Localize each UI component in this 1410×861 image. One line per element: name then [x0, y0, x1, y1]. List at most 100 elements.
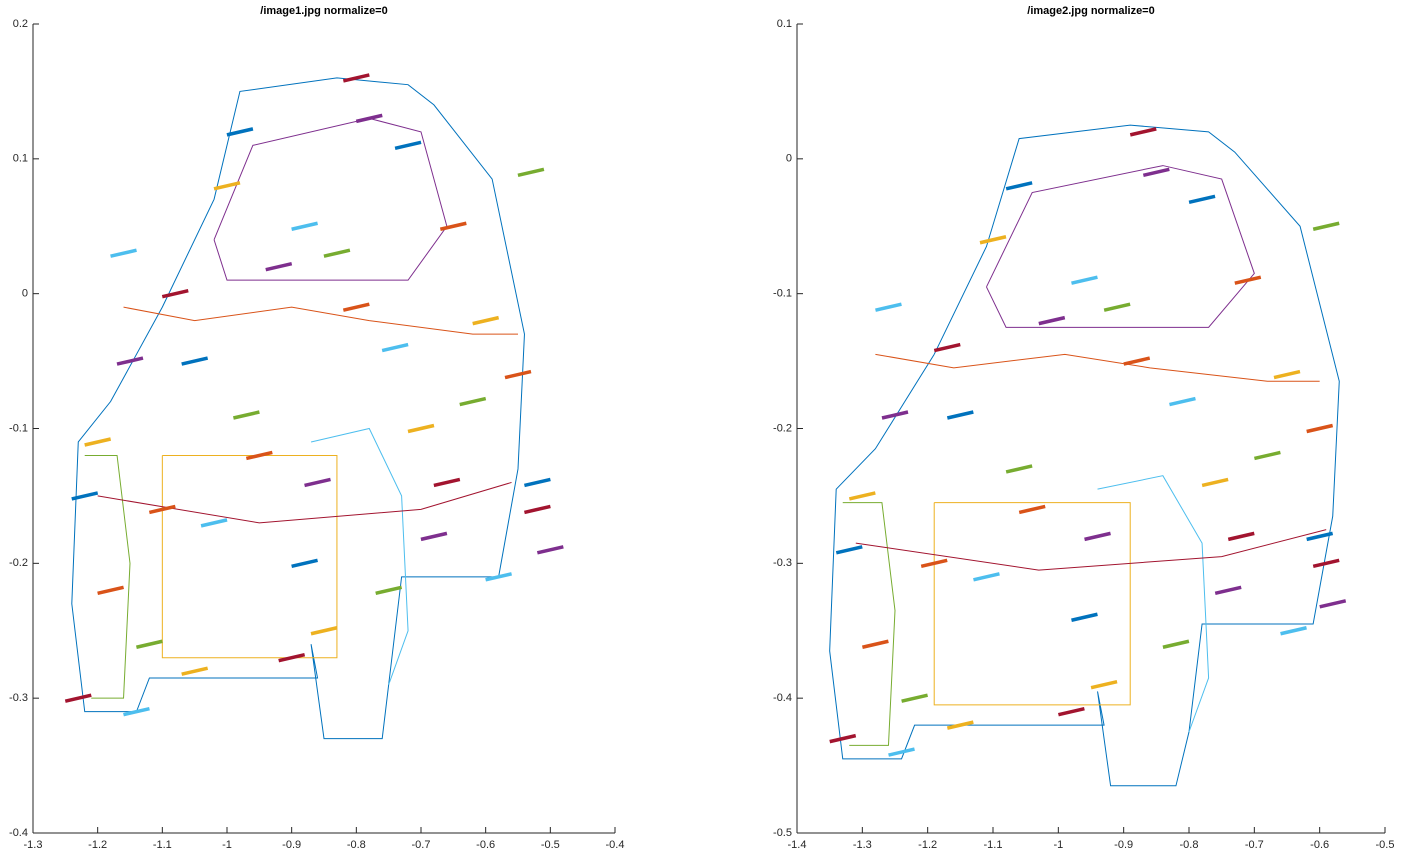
feature-dash [266, 264, 292, 270]
feature-dash [434, 479, 460, 485]
y-tick-label: -0.4 [773, 692, 792, 704]
page: {"chart_data": [ {"type": "line", "title… [0, 0, 1410, 861]
axes: /image1.jpg normalize=0 -1.3 -1.2 -1.1 -1 -0.… [9, 5, 624, 851]
y-tick-label: -0.5 [773, 827, 792, 839]
feature-dash [1215, 587, 1241, 593]
x-tick-label: -0.6 [476, 839, 495, 851]
wireframe-line [85, 455, 130, 698]
feature-dash [136, 641, 162, 647]
feature-dash [98, 587, 124, 593]
feature-dash [1006, 183, 1032, 189]
feature-dash [1104, 304, 1130, 310]
wireframe-line [843, 503, 895, 746]
x-tick-label: -1.2 [88, 839, 107, 851]
feature-dash [902, 695, 928, 701]
feature-dash [973, 574, 999, 580]
y-tick-label: -0.3 [9, 692, 28, 704]
feature-dash [1189, 196, 1215, 202]
x-tick-label: -0.9 [1114, 839, 1133, 851]
wireframe-line [1098, 476, 1209, 732]
feature-dash [1124, 358, 1150, 364]
feature-dash [1019, 506, 1045, 512]
feature-dash [182, 358, 208, 364]
y-tick-label: -0.1 [773, 288, 792, 300]
feature-dash [182, 668, 208, 674]
feature-dash [1313, 223, 1339, 229]
wireframe-line [98, 482, 512, 522]
x-tick-label: -1 [1053, 839, 1063, 851]
feature-dash [1235, 277, 1261, 283]
x-tick-label: -1.1 [153, 839, 172, 851]
x-tick-label: -1.2 [918, 839, 937, 851]
y-tick-label: -0.1 [9, 422, 28, 434]
y-tick-label: -0.4 [9, 827, 28, 839]
wireframe-line [934, 503, 1130, 705]
y-tick-label: -0.3 [773, 557, 792, 569]
chart-title: /image1.jpg normalize=0 [260, 5, 387, 17]
feature-dash [1091, 682, 1117, 688]
x-tick-label: -1.3 [853, 839, 872, 851]
y-tick-label: 0 [22, 288, 28, 300]
y-tick-label: 0.2 [13, 18, 28, 30]
feature-dash [292, 560, 318, 566]
feature-dash [849, 493, 875, 499]
x-tick-label: -1.4 [788, 839, 807, 851]
feature-dash [343, 304, 369, 310]
feature-dash [440, 223, 466, 229]
feature-dash [1307, 426, 1333, 432]
feature-dash [1169, 399, 1195, 405]
x-tick-label: -0.7 [1245, 839, 1264, 851]
feature-dash [836, 547, 862, 553]
feature-dash [233, 412, 259, 418]
x-tick-label: -1.3 [24, 839, 43, 851]
feature-dash [947, 412, 973, 418]
wireframe-line [162, 455, 337, 657]
feature-dash [111, 250, 137, 256]
feature-dash [1274, 372, 1300, 378]
feature-dash [889, 749, 915, 755]
feature-dash [1071, 614, 1097, 620]
feature-dash [1143, 169, 1169, 175]
x-tick-label: -1 [222, 839, 232, 851]
y-tick-label: 0 [786, 153, 792, 165]
x-tick-label: -0.7 [412, 839, 431, 851]
feature-dash [1163, 641, 1189, 647]
feature-dash [473, 318, 499, 324]
feature-dash [1006, 466, 1032, 472]
feature-dash [65, 695, 91, 701]
x-tick-label: -1.1 [984, 839, 1003, 851]
feature-dash [1130, 129, 1156, 135]
feature-dash [1281, 628, 1307, 634]
feature-dash [830, 736, 856, 742]
feature-dash [201, 520, 227, 526]
feature-dash [1039, 318, 1065, 324]
feature-dash [85, 439, 111, 445]
x-tick-label: -0.8 [1180, 839, 1199, 851]
wireframe-line [124, 307, 518, 334]
feature-dash [1071, 277, 1097, 283]
feature-dash [980, 237, 1006, 243]
feature-dash [1313, 560, 1339, 566]
feature-dash [162, 291, 188, 297]
wireframe-line [986, 166, 1254, 328]
feature-dash [1254, 452, 1280, 458]
feature-dash [1058, 709, 1084, 715]
feature-dash [460, 399, 486, 405]
feature-dash [524, 506, 550, 512]
feature-dash [862, 641, 888, 647]
feature-dash [524, 479, 550, 485]
wireframe-line [72, 78, 525, 739]
feature-dash [292, 223, 318, 229]
wireframe-line [875, 354, 1319, 381]
figure: /image1.jpg normalize=0 -1.3 -1.2 -1.1 -1 -0.… [0, 0, 1410, 861]
x-tick-label: -0.4 [606, 839, 625, 851]
y-tick-label: -0.2 [9, 557, 28, 569]
y-tick-label: -0.2 [773, 422, 792, 434]
feature-dash [305, 479, 331, 485]
y-tick-label: 0.1 [777, 18, 792, 30]
feature-dash [117, 358, 143, 364]
feature-dash [1202, 479, 1228, 485]
axes: /image2.jpg normalize=0-1.4-1.3-1.2-1.1-… [773, 5, 1394, 851]
feature-dash [324, 250, 350, 256]
x-tick-label: -0.9 [282, 839, 301, 851]
